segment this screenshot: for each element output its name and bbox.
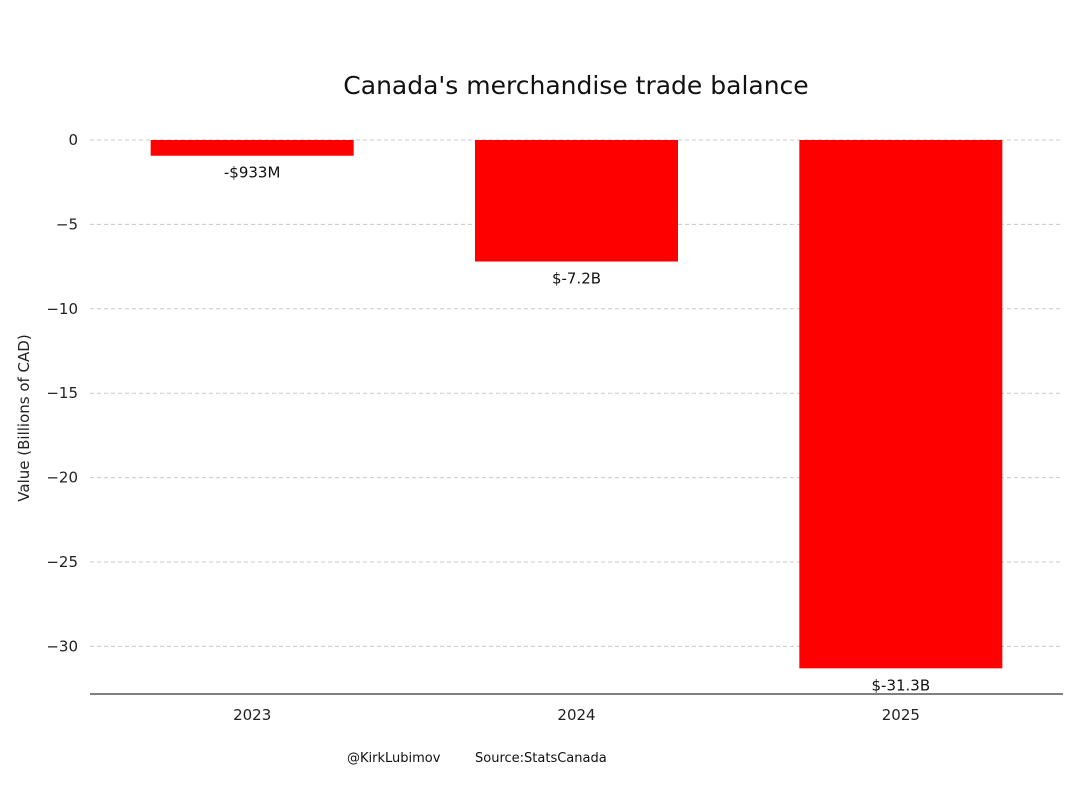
x-tick-label: 2024 <box>557 706 595 724</box>
data-labels: -$933M $-7.2B $-31.3B <box>224 164 930 695</box>
y-tick-label: −15 <box>46 384 78 402</box>
y-tick-label: −25 <box>46 553 78 571</box>
data-label: -$933M <box>224 164 281 182</box>
y-tick-label: 0 <box>68 131 78 149</box>
bar-2023 <box>150 140 354 156</box>
data-label: $-31.3B <box>872 676 931 694</box>
author-handle: @KirkLubimov <box>347 751 441 766</box>
bars <box>150 140 1003 669</box>
x-tick-label: 2023 <box>233 706 271 724</box>
y-axis: 0 −5 −10 −15 −20 −25 −30 <box>46 131 78 655</box>
data-label: $-7.2B <box>552 270 601 288</box>
bar-2024 <box>475 140 678 262</box>
y-tick-label: −5 <box>56 215 78 233</box>
chart-title: Canada's merchandise trade balance <box>343 71 808 100</box>
y-tick-label: −30 <box>46 637 78 655</box>
source-note: Source:StatsCanada <box>475 751 607 766</box>
x-axis: 2023 2024 2025 <box>233 706 920 724</box>
y-tick-label: −20 <box>46 469 78 487</box>
y-axis-label: Value (Billions of CAD) <box>15 334 33 501</box>
bar-2025 <box>799 140 1003 669</box>
x-tick-label: 2025 <box>882 706 920 724</box>
y-tick-label: −10 <box>46 300 78 318</box>
